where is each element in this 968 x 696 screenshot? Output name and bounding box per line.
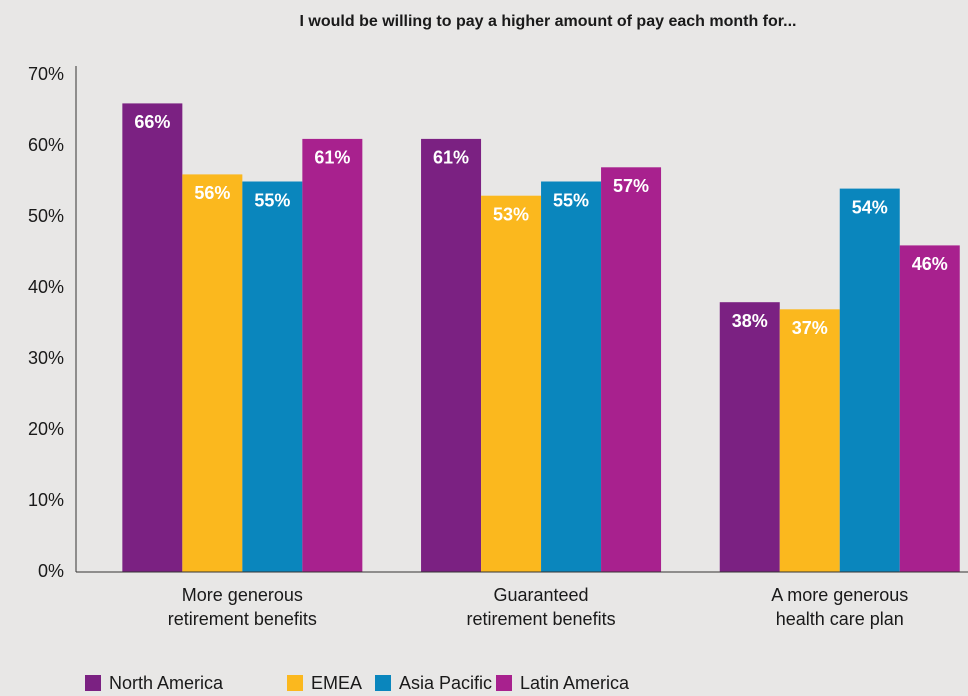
legend-swatch [496,675,512,691]
y-tick-label: 30% [28,348,64,368]
value-label: 61% [314,148,350,168]
bar [899,245,960,572]
x-tick-label: A more generous [771,585,908,605]
x-tick-label: More generous [182,585,303,605]
value-label: 56% [194,183,230,203]
bar [302,138,363,572]
value-label: 37% [792,318,828,338]
legend-label: Asia Pacific [399,673,492,693]
bar [839,188,900,572]
y-tick-label: 40% [28,277,64,297]
bar [719,302,780,572]
x-tick-label: retirement benefits [168,609,317,629]
y-tick-label: 10% [28,490,64,510]
x-tick-label: health care plan [776,609,904,629]
bar [182,174,243,572]
value-label: 55% [254,190,290,210]
y-tick-label: 70% [28,64,64,84]
bar [779,309,840,572]
bar [122,103,183,573]
bar [421,138,482,572]
value-label: 53% [493,204,529,224]
y-tick-label: 0% [38,561,64,581]
legend-label: North America [109,673,224,693]
legend-swatch [85,675,101,691]
x-tick-label: retirement benefits [467,609,616,629]
bar [242,181,303,572]
chart-title: I would be willing to pay a higher amoun… [300,13,797,30]
value-label: 55% [553,190,589,210]
legend-swatch [375,675,391,691]
y-tick-label: 60% [28,135,64,155]
bar [601,167,662,573]
bar [481,195,542,572]
value-label: 46% [912,254,948,274]
y-tick-label: 20% [28,419,64,439]
x-tick-label: Guaranteed [494,585,589,605]
value-label: 38% [732,311,768,331]
y-tick-label: 50% [28,206,64,226]
value-label: 57% [613,176,649,196]
legend-swatch [287,675,303,691]
legend-label: EMEA [311,673,362,693]
value-label: 54% [852,197,888,217]
bar [541,181,602,572]
value-label: 66% [134,112,170,132]
legend-label: Latin America [520,673,630,693]
value-label: 61% [433,148,469,168]
